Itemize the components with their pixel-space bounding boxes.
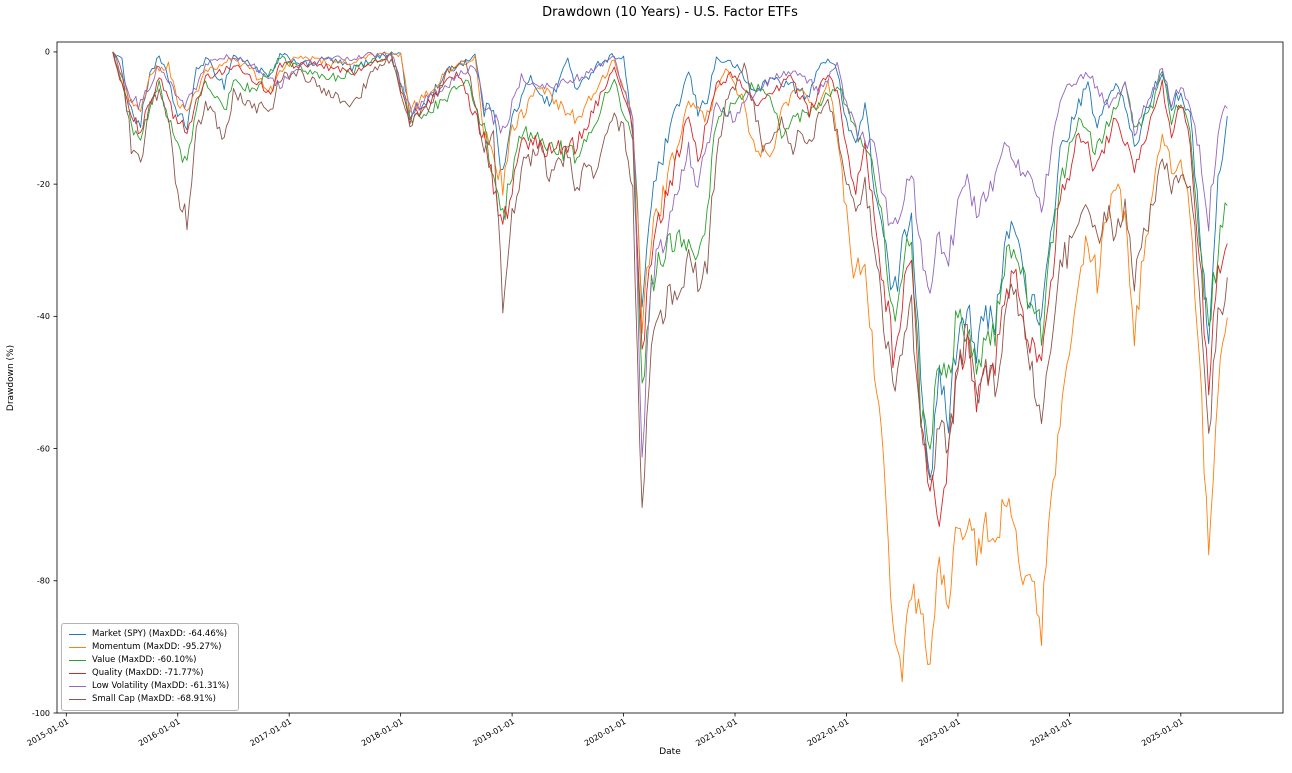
y-tick-label: -100 xyxy=(32,709,50,718)
legend-box: Market (SPY) (MaxDD: -64.46%) Momentum (M… xyxy=(61,623,240,711)
legend-entry-small-cap: Small Cap (MaxDD: -68.91%) xyxy=(69,693,229,706)
legend-line-swatch xyxy=(69,660,86,661)
x-tick-label: 2025-01-01 xyxy=(1140,717,1185,748)
series-line-market-spy xyxy=(112,51,1228,479)
legend-entry-momentum: Momentum (MaxDD: -95.27%) xyxy=(69,641,229,654)
plot-frame xyxy=(56,41,1284,714)
y-tick-label: -60 xyxy=(37,444,50,453)
x-tick-label: 2016-01-01 xyxy=(137,717,182,748)
legend-label: Small Cap (MaxDD: -68.91%) xyxy=(92,694,216,704)
series-line-low-volatility xyxy=(112,51,1228,458)
y-tick-label: -40 xyxy=(37,312,50,321)
series-line-small-cap xyxy=(112,51,1228,508)
legend-label: Value (MaxDD: -60.10%) xyxy=(92,655,197,665)
legend-line-swatch xyxy=(69,647,86,648)
legend-line-swatch xyxy=(69,634,86,635)
x-tick-label: 2020-01-01 xyxy=(583,717,628,748)
x-tick-label: 2021-01-01 xyxy=(694,717,739,748)
legend-line-swatch xyxy=(69,686,86,687)
legend-line-swatch xyxy=(69,699,86,700)
x-tick-label: 2017-01-01 xyxy=(248,717,293,748)
legend-label: Quality (MaxDD: -71.77%) xyxy=(92,668,204,678)
y-tick-label: 0 xyxy=(45,48,50,57)
legend-entry-quality: Quality (MaxDD: -71.77%) xyxy=(69,667,229,680)
series-line-value xyxy=(112,51,1228,450)
x-axis-label: Date xyxy=(659,747,681,757)
legend-label: Momentum (MaxDD: -95.27%) xyxy=(92,642,222,652)
legend-line-swatch xyxy=(69,673,86,674)
x-tick-label: 2015-01-01 xyxy=(26,717,71,748)
x-tick-label: 2018-01-01 xyxy=(360,717,405,748)
series-group xyxy=(112,51,1228,683)
legend-entry-value: Value (MaxDD: -60.10%) xyxy=(69,654,229,667)
legend-label: Market (SPY) (MaxDD: -64.46%) xyxy=(92,629,228,639)
series-line-momentum xyxy=(112,51,1228,683)
series-line-quality xyxy=(112,51,1228,527)
chart-title: Drawdown (10 Years) - U.S. Factor ETFs xyxy=(542,5,798,20)
x-tick-label: 2019-01-01 xyxy=(471,717,516,748)
x-tick-label: 2022-01-01 xyxy=(806,717,851,748)
legend-label: Low Volatility (MaxDD: -61.31%) xyxy=(92,681,230,691)
legend-entry-market-spy: Market (SPY) (MaxDD: -64.46%) xyxy=(69,628,229,641)
y-tick-label: -20 xyxy=(37,180,50,189)
legend-entry-low-volatility: Low Volatility (MaxDD: -61.31%) xyxy=(69,680,229,693)
x-tick-label: 2023-01-01 xyxy=(917,717,962,748)
y-tick-label: -80 xyxy=(37,577,50,586)
x-tick-label: 2024-01-01 xyxy=(1029,717,1074,748)
